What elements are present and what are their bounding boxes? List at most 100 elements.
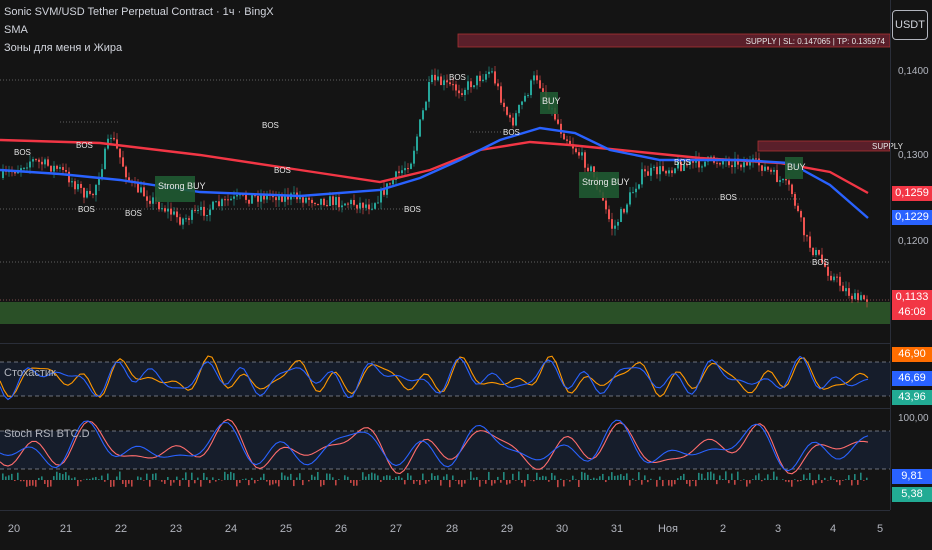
candle-body (362, 202, 364, 208)
histogram-bar (278, 480, 280, 487)
candle-body (398, 171, 400, 174)
histogram-bar (629, 480, 631, 486)
histogram-bar (842, 480, 844, 481)
candle-body (110, 137, 112, 139)
histogram-bar (5, 476, 7, 480)
histogram-bar (596, 478, 598, 480)
countdown-badge: 46:08 (892, 305, 932, 320)
candle-body (635, 188, 637, 193)
candle-body (302, 197, 304, 203)
candle-body (473, 85, 475, 88)
histogram-bar (527, 474, 529, 480)
candle-body (407, 168, 409, 170)
grid-lines (0, 79, 890, 470)
candle-body (566, 139, 568, 141)
candle-body (32, 159, 34, 162)
bos-label: BOS (76, 141, 93, 150)
histogram-bar (641, 480, 643, 485)
candle-body (653, 166, 655, 168)
candle-body (368, 204, 370, 210)
histogram-bar (233, 473, 235, 480)
candle-body (569, 140, 571, 145)
histogram-bar (107, 473, 109, 480)
candle-body (587, 167, 589, 172)
candle-body (842, 285, 844, 292)
histogram-bar (26, 480, 28, 487)
indicator-zones-label[interactable]: Зоны для меня и Жира (4, 42, 123, 54)
stoch-rsi-label[interactable]: Stoch RSI BTC.D (4, 428, 90, 440)
candle-body (68, 171, 70, 183)
histogram-bar (686, 480, 688, 484)
candle-body (515, 113, 517, 126)
histogram-bar (290, 473, 292, 480)
histogram-bar (32, 480, 34, 486)
histogram-bar (362, 472, 364, 480)
candle-body (146, 196, 148, 201)
histogram-bar (128, 480, 130, 484)
histogram-bar (86, 478, 88, 480)
candle-body (305, 197, 307, 203)
candle-body (674, 168, 676, 174)
histogram-bar (755, 475, 757, 480)
candle-body (23, 167, 25, 169)
bos-label: BOS (262, 121, 279, 130)
histogram-bar (791, 480, 793, 487)
histogram-bar (860, 472, 862, 480)
candle-body (371, 208, 373, 210)
candle-body (38, 159, 40, 162)
candle-body (830, 275, 832, 281)
supply-zone-label: SUPPLY | SL: 0.147065 | TP: 0.135974 (746, 37, 886, 46)
candle-body (821, 254, 823, 263)
candle-body (434, 74, 436, 81)
stoch-rsi-100-label: 100,00 (898, 413, 929, 424)
histogram-bar (737, 471, 739, 480)
candle-body (389, 183, 391, 185)
candle-body (233, 196, 235, 199)
histogram-bar (830, 476, 832, 480)
histogram-bar (320, 480, 322, 487)
histogram-bar (560, 478, 562, 480)
time-label: 5 (876, 523, 884, 535)
candle-body (770, 169, 772, 172)
histogram-bar (206, 477, 208, 480)
histogram-bar (806, 478, 808, 480)
candle-body (638, 184, 640, 189)
candle-body (686, 164, 688, 166)
candle-body (416, 136, 418, 151)
time-label: 25 (279, 523, 293, 535)
histogram-bar (173, 480, 175, 483)
currency-button[interactable]: USDT (892, 10, 928, 40)
candle-body (779, 180, 781, 182)
bos-label: BOS (720, 193, 737, 202)
candle-body (395, 171, 397, 181)
candle-body (254, 195, 256, 197)
bos-label: BOS (274, 166, 291, 175)
bos-label: BOS (78, 205, 95, 214)
histogram-bar (47, 480, 49, 488)
candle-body (788, 180, 790, 185)
candle-body (206, 215, 208, 217)
supply-zone-right (757, 140, 891, 152)
histogram-bar (347, 476, 349, 480)
histogram-bar (461, 480, 463, 487)
price-axis-divider (890, 0, 891, 510)
candle-body (449, 82, 451, 85)
candle-body (326, 205, 328, 207)
histogram-bar (188, 480, 190, 487)
stochastic-label[interactable]: Стохастик (4, 367, 56, 379)
histogram-bar (761, 480, 763, 482)
stoch-rsi-k-badge: 9,81 (892, 469, 932, 484)
time-label: 26 (334, 523, 348, 535)
candle-body (761, 165, 763, 171)
histogram-bar (80, 480, 82, 482)
candle-body (152, 197, 154, 204)
candle-body (836, 276, 838, 278)
histogram-bar (533, 480, 535, 482)
indicator-sma-label[interactable]: SMA (4, 24, 28, 36)
histogram-bar (182, 478, 184, 480)
histogram-bar (119, 471, 121, 480)
candle-body (65, 169, 67, 172)
histogram-bar (623, 475, 625, 480)
candle-body (488, 71, 490, 75)
